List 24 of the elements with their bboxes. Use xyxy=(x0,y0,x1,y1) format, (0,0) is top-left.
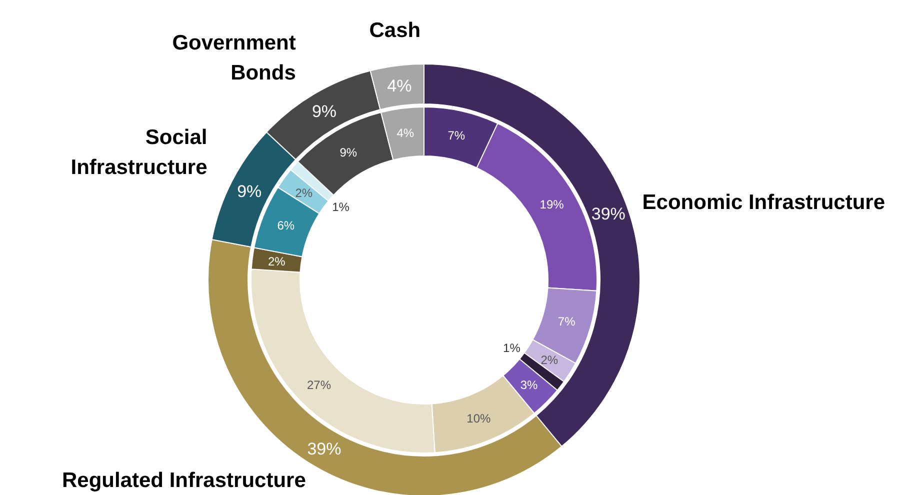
data-label: 7% xyxy=(558,314,576,329)
data-label: 6% xyxy=(277,218,295,233)
data-label: 9% xyxy=(312,102,337,122)
data-label: 2% xyxy=(295,186,313,200)
data-label: 27% xyxy=(306,378,332,392)
data-label: 1% xyxy=(332,200,350,214)
slice-label: Government Bonds xyxy=(172,32,296,85)
data-label: 19% xyxy=(540,198,564,212)
data-label: 10% xyxy=(466,411,491,426)
slice-label: Social Infrastructure xyxy=(70,126,208,180)
data-label: 2% xyxy=(540,352,558,367)
data-label: 9% xyxy=(340,145,358,160)
data-label: 7% xyxy=(448,128,466,142)
data-label: 39% xyxy=(307,440,342,459)
data-label: 39% xyxy=(591,204,626,224)
data-label: 4% xyxy=(387,76,412,96)
data-label: 3% xyxy=(520,378,538,392)
slice-label: Economic Infrastructure xyxy=(642,190,886,214)
data-label: 4% xyxy=(396,126,414,140)
data-label: 2% xyxy=(268,254,286,269)
data-label: 9% xyxy=(237,182,262,201)
slice-label: Cash xyxy=(369,19,421,42)
slice-label: Regulated Infrastructure xyxy=(62,469,306,492)
data-label: 1% xyxy=(503,341,521,356)
